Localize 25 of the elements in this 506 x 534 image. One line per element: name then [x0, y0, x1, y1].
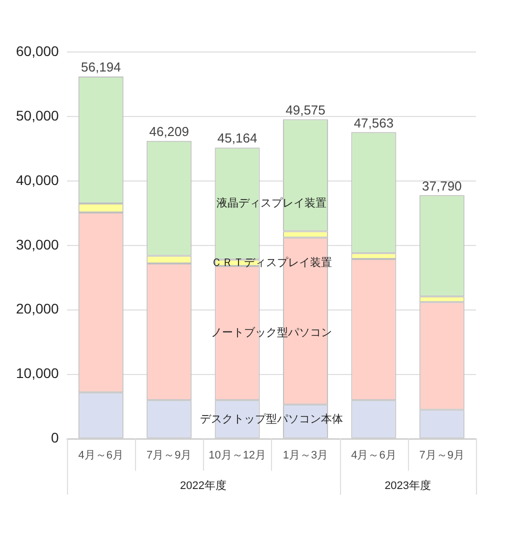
- series-label: ＣＲＴディスプレイ装置: [210, 256, 332, 269]
- x-tick-label: 7月～9月: [419, 449, 465, 462]
- total-label: 37,790: [422, 178, 462, 194]
- y-tick-label: 60,000: [16, 42, 60, 59]
- y-tick-label: 10,000: [16, 365, 60, 382]
- x-tick-label: 1月～3月: [282, 449, 328, 462]
- series-label: デスクトップ型パソコン本体: [200, 412, 343, 426]
- text: 2022年度: [180, 478, 226, 492]
- total-label: 49,575: [286, 102, 326, 118]
- total-label: 45,164: [217, 130, 258, 146]
- y-tick-label: 0: [51, 430, 60, 446]
- y-tick-label: 40,000: [16, 172, 60, 188]
- y-tick-label: 20,000: [16, 300, 60, 317]
- x-tick-label: 7月～9月: [146, 449, 192, 462]
- total-label: 47,563: [354, 115, 394, 130]
- total-label: 46,209: [149, 124, 189, 139]
- y-tick-label: 30,000: [16, 236, 60, 252]
- y-tick-label: 50,000: [16, 107, 60, 124]
- total-label: 56,194: [81, 60, 121, 75]
- text: 2023年度: [384, 478, 432, 492]
- x-tick-label: 4月～6月: [351, 449, 396, 462]
- series-label: ノートブック型パソコン: [210, 326, 332, 340]
- x-tick-label: 10月～12月: [208, 449, 266, 462]
- series-label: 液晶ディスプレイ装置: [216, 196, 326, 210]
- x-tick-label: 4月～6月: [78, 449, 124, 462]
